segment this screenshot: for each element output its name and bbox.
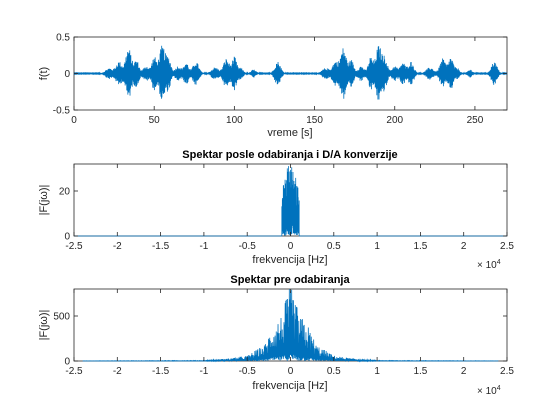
spectrum-pre-x-tick-label: 2.5 bbox=[500, 366, 514, 377]
spectrum-pre-x-tick-label: -0.5 bbox=[239, 366, 257, 377]
spectrum-pre-y-tick-label: 0 bbox=[64, 357, 70, 368]
spectrum-pre-x-tick-label: 0 bbox=[288, 366, 294, 377]
spectrum-pre-x-ticks: -2.5 -2 -1.5 -1 -0.5 0 0.5 1 1.5 2 2.5 bbox=[65, 289, 514, 377]
spectrum-pre-x-tick-label: 1 bbox=[374, 366, 380, 377]
spectrum-da-trace bbox=[74, 166, 507, 237]
spectrum-da-x-tick-label: -2.5 bbox=[65, 241, 83, 252]
time-x-tick-label: 0 bbox=[71, 115, 77, 126]
spectrum-da-x-tick-label: 2 bbox=[461, 241, 467, 252]
time-x-label: vreme [s] bbox=[267, 127, 312, 139]
spectrum-pre-x-tick-label: -1 bbox=[199, 366, 208, 377]
time-y-tick-label: 0 bbox=[64, 69, 70, 80]
spectrum-da-x-ticks: -2.5 -2 -1.5 -1 -0.5 0 0.5 1 1.5 2 2.5 bbox=[65, 164, 514, 252]
spectrum-da-x-tick-label: 0 bbox=[288, 241, 294, 252]
spectrum-da-x-label: frekvencija [Hz] bbox=[252, 254, 327, 266]
time-x-ticks: 0 50 100 150 200 250 bbox=[71, 37, 484, 126]
time-signal-axes: 0 50 100 150 200 250 -0.500.5 vreme [s] f(t) bbox=[38, 33, 508, 139]
spectrum-pre-x-tick-label: -2 bbox=[113, 366, 122, 377]
spectrum-pre-x-label: frekvencija [Hz] bbox=[252, 380, 327, 392]
time-signal-line bbox=[73, 45, 508, 100]
spectrum-pre-x-tick-label: 0.5 bbox=[327, 366, 341, 377]
spectrum-da-y-ticks: 0 20 bbox=[59, 187, 507, 243]
spectrum-da-x-tick-label: -1 bbox=[199, 241, 208, 252]
spectrum-da-axes: -2.5 -2 -1.5 -1 -0.5 0 0.5 1 1.5 2 2.5 0 20 Spektar… bbox=[38, 149, 514, 271]
spectrum-pre-x-tick-label: -2.5 bbox=[65, 366, 83, 377]
time-y-tick-label: -0.5 bbox=[53, 106, 71, 117]
spectrum-da-x-tick-label: -0.5 bbox=[239, 241, 257, 252]
spectrum-da-x-tick-label: -2 bbox=[113, 241, 122, 252]
spectrum-pre-x-tick-label: 1.5 bbox=[413, 366, 427, 377]
spectrum-da-x-exponent: × 104 bbox=[477, 259, 501, 271]
spectrum-pre-x-tick-label: 2 bbox=[461, 366, 467, 377]
time-y-ticks: -0.5 0 0.5 bbox=[53, 33, 507, 117]
spectrum-da-x-tick-label: 0.5 bbox=[327, 241, 341, 252]
time-y-tick-label: 0.5 bbox=[56, 33, 70, 44]
time-signal-trace bbox=[73, 45, 508, 100]
spectrum-pre-x-tick-label: -1.5 bbox=[152, 366, 170, 377]
spectrum-da-y-tick-label: 20 bbox=[59, 187, 71, 198]
spectrum-da-x-tick-label: 1 bbox=[374, 241, 380, 252]
spectrum-pre-y-label: |F(jω)| bbox=[38, 310, 50, 341]
spectrum-pre-y-tick-label: 500 bbox=[53, 312, 70, 323]
time-y-label: f(t) bbox=[38, 67, 50, 80]
spectrum-pre-y-ticks: 0 500 bbox=[53, 312, 507, 368]
spectrum-da-signal-line bbox=[74, 166, 507, 237]
spectrum-da-x-tick-label: 2.5 bbox=[500, 241, 514, 252]
spectrum-da-title: Spektar posle odabiranja i D/A konverzij… bbox=[182, 149, 397, 161]
spectrum-pre-axes: -2.5 -2 -1.5 -1 -0.5 0 0.5 1 1.5 2 2.5 0 500 Spekta… bbox=[38, 274, 514, 397]
time-x-tick-label: 150 bbox=[306, 115, 323, 126]
time-x-tick-label: 50 bbox=[149, 115, 161, 126]
spectrum-pre-title: Spektar pre odabiranja bbox=[230, 274, 350, 286]
spectrum-da-x-tick-label: -1.5 bbox=[152, 241, 170, 252]
time-x-tick-label: 100 bbox=[226, 115, 243, 126]
spectrum-da-x-tick-label: 1.5 bbox=[413, 241, 427, 252]
time-x-tick-label: 250 bbox=[467, 115, 484, 126]
spectrum-da-y-label: |F(jω)| bbox=[38, 185, 50, 216]
time-x-tick-label: 200 bbox=[386, 115, 403, 126]
spectrum-da-y-tick-label: 0 bbox=[64, 232, 70, 243]
spectrum-pre-x-exponent: × 104 bbox=[477, 385, 501, 397]
